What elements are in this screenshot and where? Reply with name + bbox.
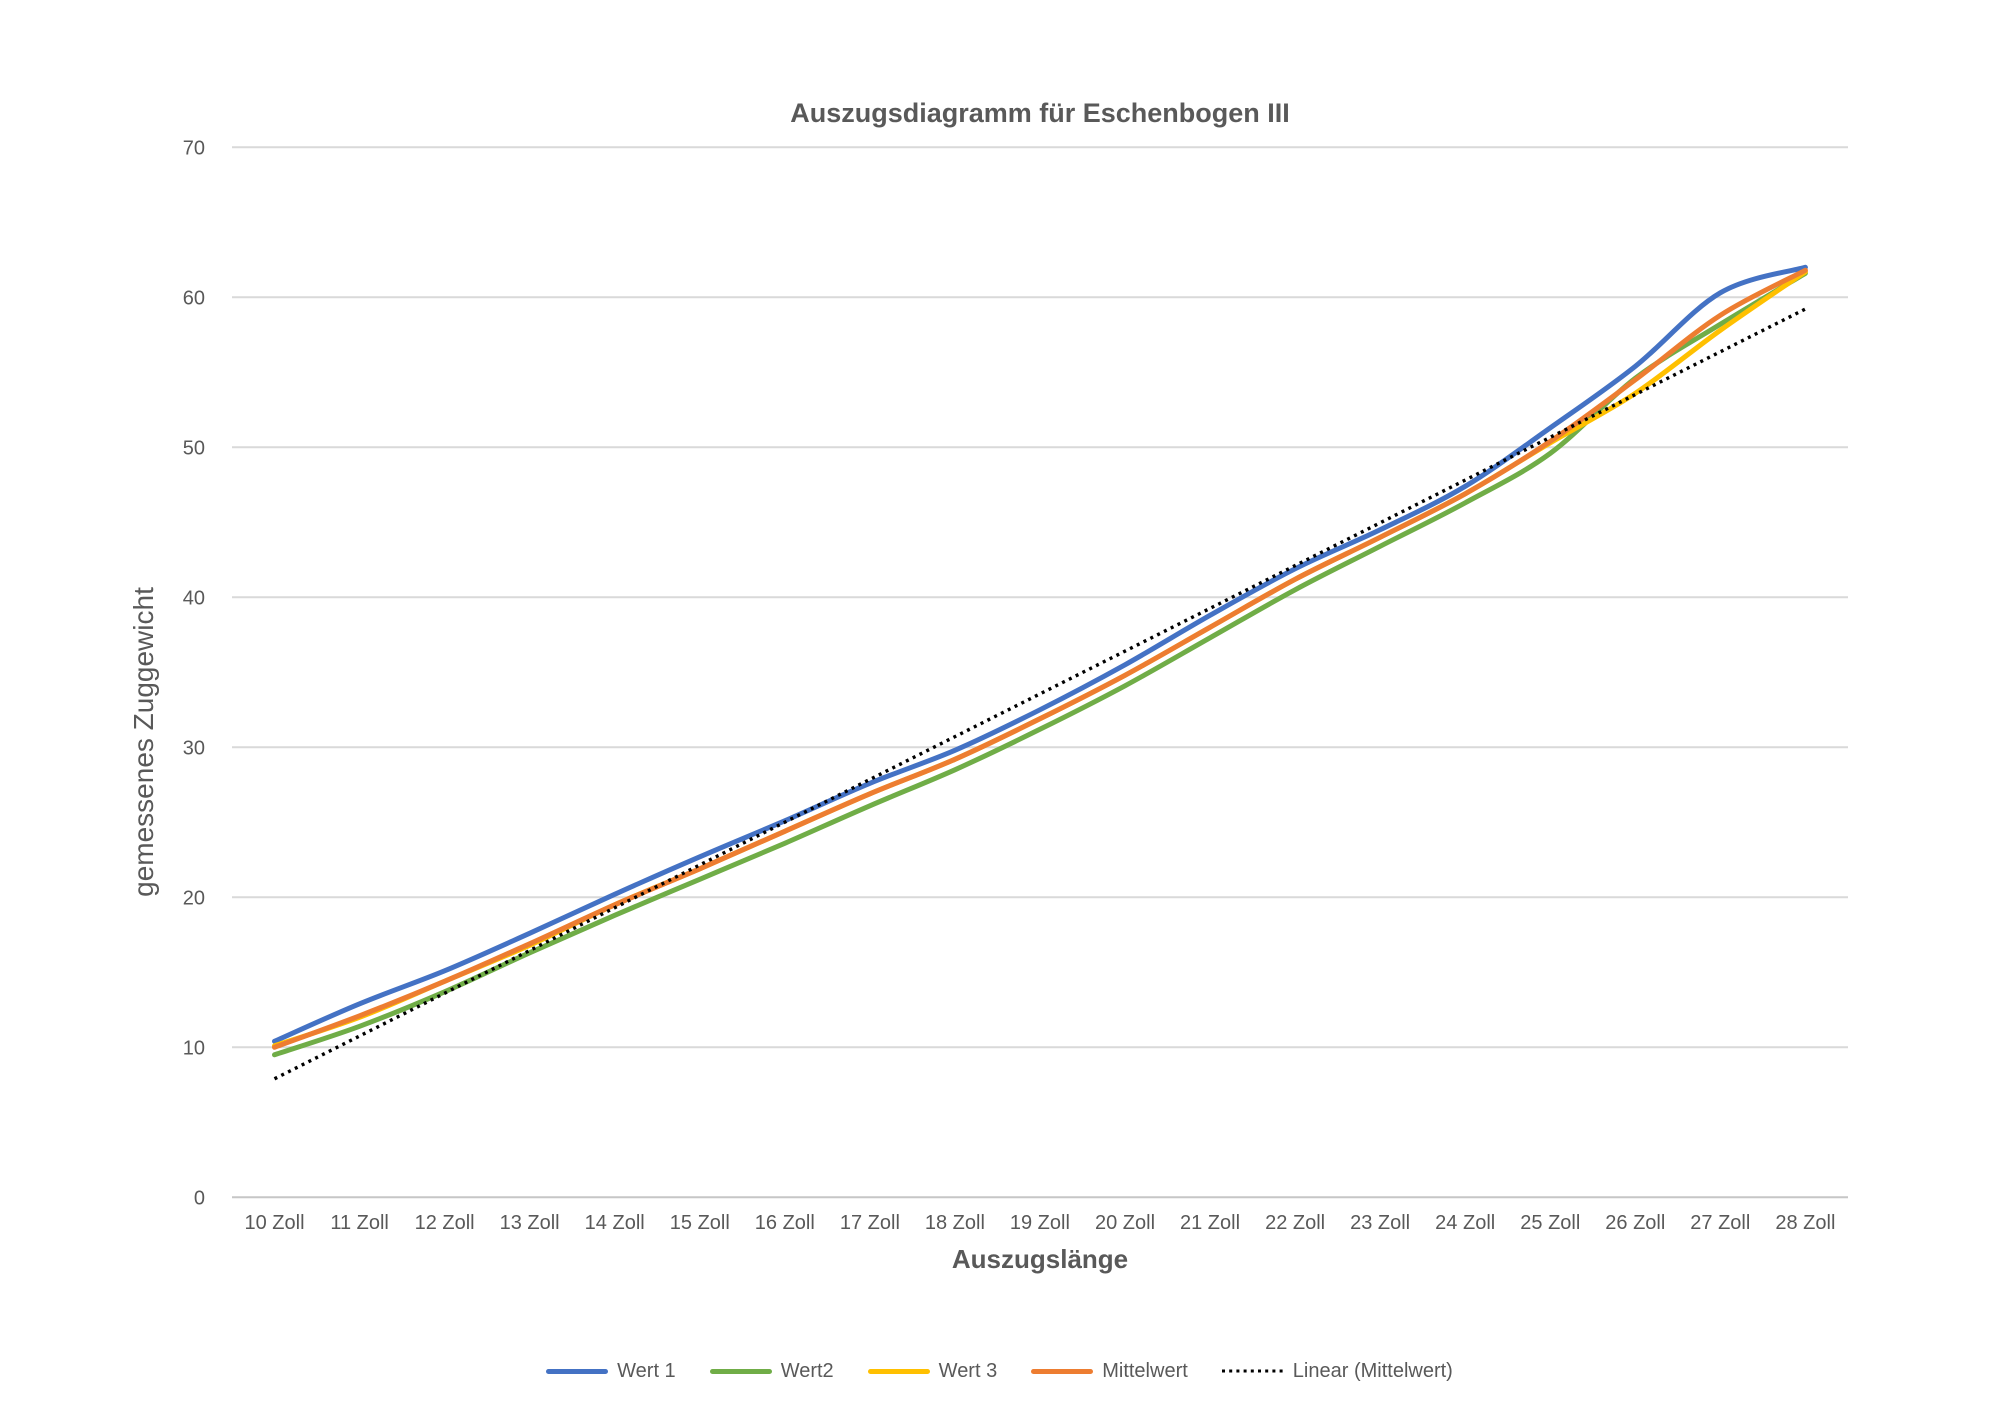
legend-swatch-linear-mittelwert	[1221, 1369, 1284, 1373]
x-tick-label: 11 Zoll	[330, 1212, 389, 1234]
x-tick-label: 26 Zoll	[1605, 1212, 1665, 1234]
y-tick-label: 40	[183, 587, 205, 609]
y-tick-label: 10	[183, 1037, 205, 1059]
y-tick-label: 30	[183, 737, 205, 759]
x-tick-label: 14 Zoll	[585, 1212, 645, 1234]
legend-item-wert-1: Wert 1	[546, 1360, 676, 1383]
y-tick-label: 50	[183, 437, 205, 459]
series-line-wert2	[272, 270, 1808, 1058]
x-tick-label: 13 Zoll	[500, 1212, 560, 1234]
x-tick-label: 28 Zoll	[1775, 1212, 1835, 1234]
legend-swatch-wert-3	[867, 1368, 930, 1374]
legend-swatch-wert2	[709, 1368, 772, 1374]
legend-label-wert-1: Wert 1	[617, 1359, 676, 1382]
x-tick-label: 19 Zoll	[1010, 1212, 1070, 1234]
y-tick-label: 70	[183, 137, 205, 159]
legend-label-wert2: Wert2	[780, 1359, 834, 1382]
x-tick-label: 12 Zoll	[415, 1212, 475, 1234]
legend-item-mittelwert: Mittelwert	[1031, 1360, 1188, 1383]
legend-swatch-mittelwert	[1031, 1368, 1094, 1374]
y-tick-label: 0	[194, 1187, 205, 1209]
x-tick-label: 21 Zoll	[1180, 1212, 1240, 1234]
legend-item-wert-3: Wert 3	[867, 1359, 998, 1383]
legend-item-linear-mittelwert: Linear (Mittelwert)	[1221, 1359, 1453, 1383]
series-line-mittelwert	[272, 267, 1808, 1050]
legend-label-linear-mittelwert: Linear (Mittelwert)	[1292, 1359, 1453, 1382]
x-tick-label: 15 Zoll	[670, 1212, 730, 1234]
series-line-wert-3	[272, 269, 1808, 1049]
x-tick-label: 17 Zoll	[840, 1212, 900, 1234]
chart-title: Auszugsdiagramm für Eschenbogen III	[790, 98, 1290, 128]
x-tick-label: 23 Zoll	[1350, 1212, 1410, 1234]
legend-item-wert2: Wert2	[709, 1359, 834, 1383]
series-line-wert-1	[272, 264, 1808, 1044]
x-tick-label: 10 Zoll	[244, 1212, 304, 1234]
x-tick-label: 18 Zoll	[925, 1212, 985, 1234]
x-tick-label: 16 Zoll	[755, 1212, 815, 1234]
y-tick-label: 60	[183, 287, 205, 309]
x-axis-title: Auszugslänge	[951, 1244, 1129, 1274]
legend: Wert 1 Wert2 Wert 3 Mittelwert Linear (Mitte…	[0, 1350, 1999, 1392]
x-tick-label: 24 Zoll	[1435, 1212, 1495, 1234]
legend-swatch-wert-1	[546, 1368, 609, 1374]
x-tick-label: 25 Zoll	[1520, 1212, 1580, 1234]
x-tick-label: 27 Zoll	[1690, 1212, 1750, 1234]
legend-label-wert-3: Wert 3	[938, 1359, 998, 1382]
x-tick-label: 20 Zoll	[1095, 1212, 1155, 1234]
legend-label-mittelwert: Mittelwert	[1102, 1359, 1188, 1382]
y-tick-label: 20	[183, 887, 205, 909]
x-tick-label: 22 Zoll	[1265, 1212, 1325, 1234]
